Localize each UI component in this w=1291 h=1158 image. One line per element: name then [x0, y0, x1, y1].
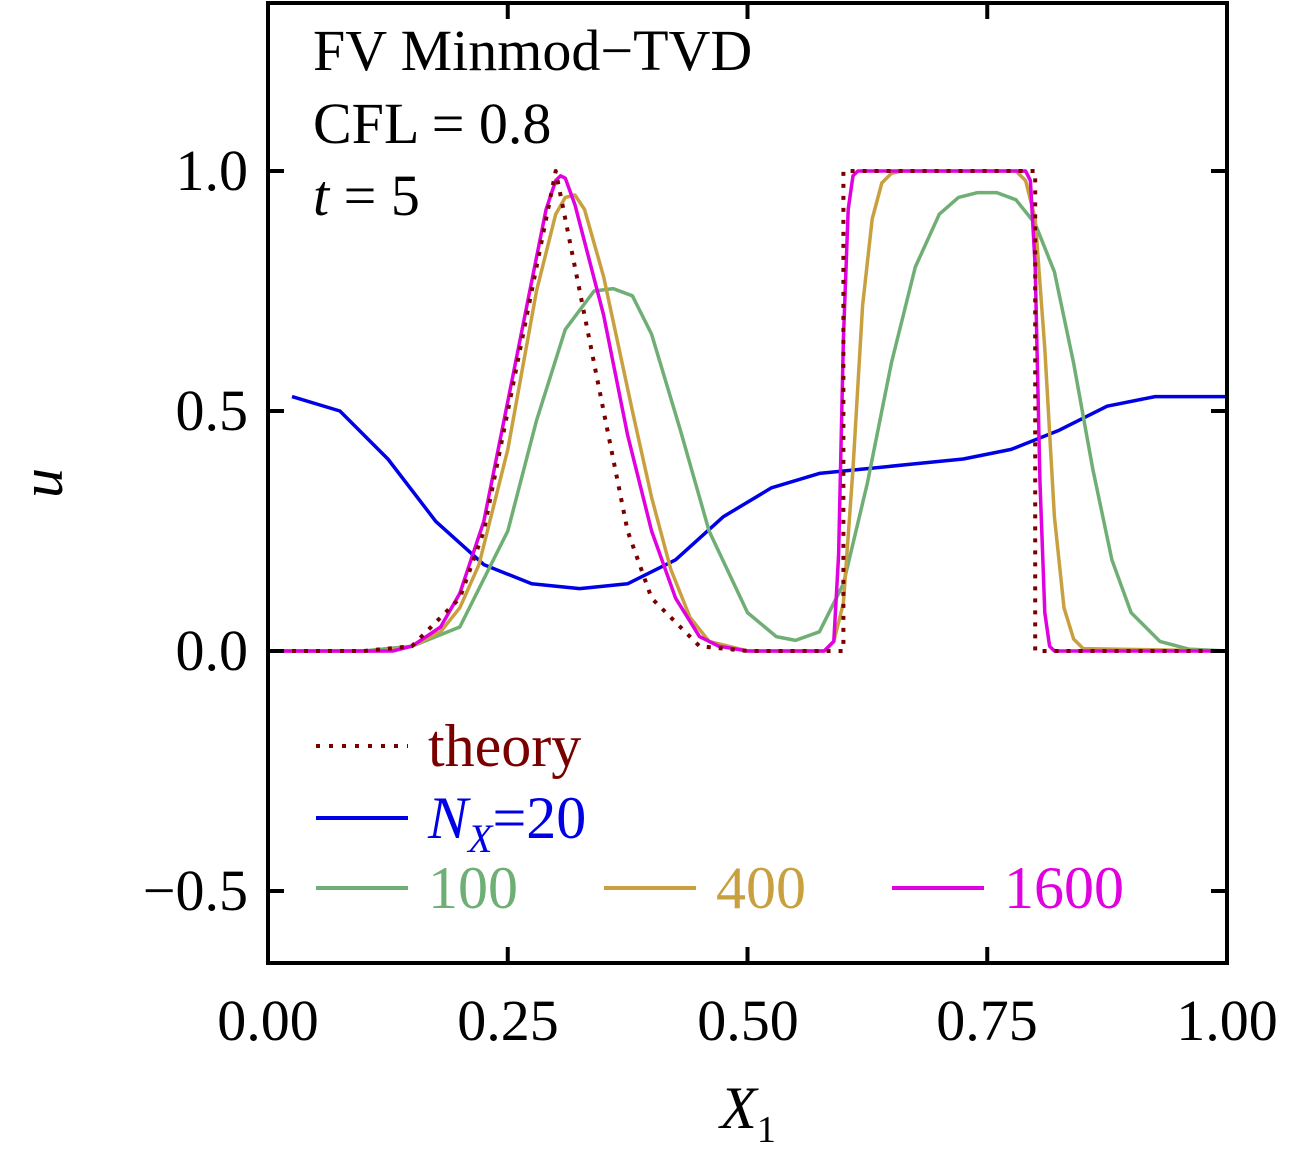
- y-tick-label-1: 0.0: [176, 618, 249, 683]
- annotation-time: t = 5: [313, 163, 420, 228]
- y-tick-label-2: 0.5: [176, 378, 249, 443]
- y-axis-title: u: [9, 468, 75, 498]
- y-tick-label-0: −0.5: [143, 858, 248, 923]
- x-tick-label-4: 1.00: [1176, 988, 1278, 1053]
- series-line-n100: [268, 190, 1227, 653]
- annotation-method: FV Minmod−TVD: [313, 18, 752, 83]
- tick-marks: [266, 3, 1229, 963]
- legend-nx-sub: X: [466, 816, 494, 861]
- legend: theory NX=20 100 400 1600: [316, 713, 1124, 921]
- legend-label-400: 400: [716, 855, 806, 921]
- legend-nx-var: N: [427, 785, 471, 851]
- x-axis-title: X1: [718, 1075, 776, 1151]
- annotation-time-value: = 5: [329, 163, 420, 228]
- legend-nx-value: =20: [492, 785, 586, 851]
- x-tick-label-2: 0.50: [697, 988, 799, 1053]
- legend-label-theory: theory: [428, 713, 581, 779]
- x-axis-title-subscript: 1: [757, 1109, 776, 1151]
- plot-lines: [268, 169, 1227, 653]
- y-tick-label-3: 1.0: [176, 138, 249, 203]
- x-tick-label-0: 0.00: [217, 988, 319, 1053]
- series-line-n1600: [268, 169, 1227, 653]
- legend-label-nx20: NX=20: [427, 785, 586, 861]
- x-tick-label-3: 0.75: [936, 988, 1038, 1053]
- legend-label-1600: 1600: [1004, 855, 1124, 921]
- legend-label-100: 100: [428, 855, 518, 921]
- series-line-nx20: [291, 394, 1227, 591]
- annotation-cfl: CFL = 0.8: [313, 91, 551, 156]
- x-axis-title-main: X: [718, 1075, 759, 1141]
- annotation-time-var: t: [313, 163, 331, 228]
- x-tick-label-1: 0.25: [457, 988, 559, 1053]
